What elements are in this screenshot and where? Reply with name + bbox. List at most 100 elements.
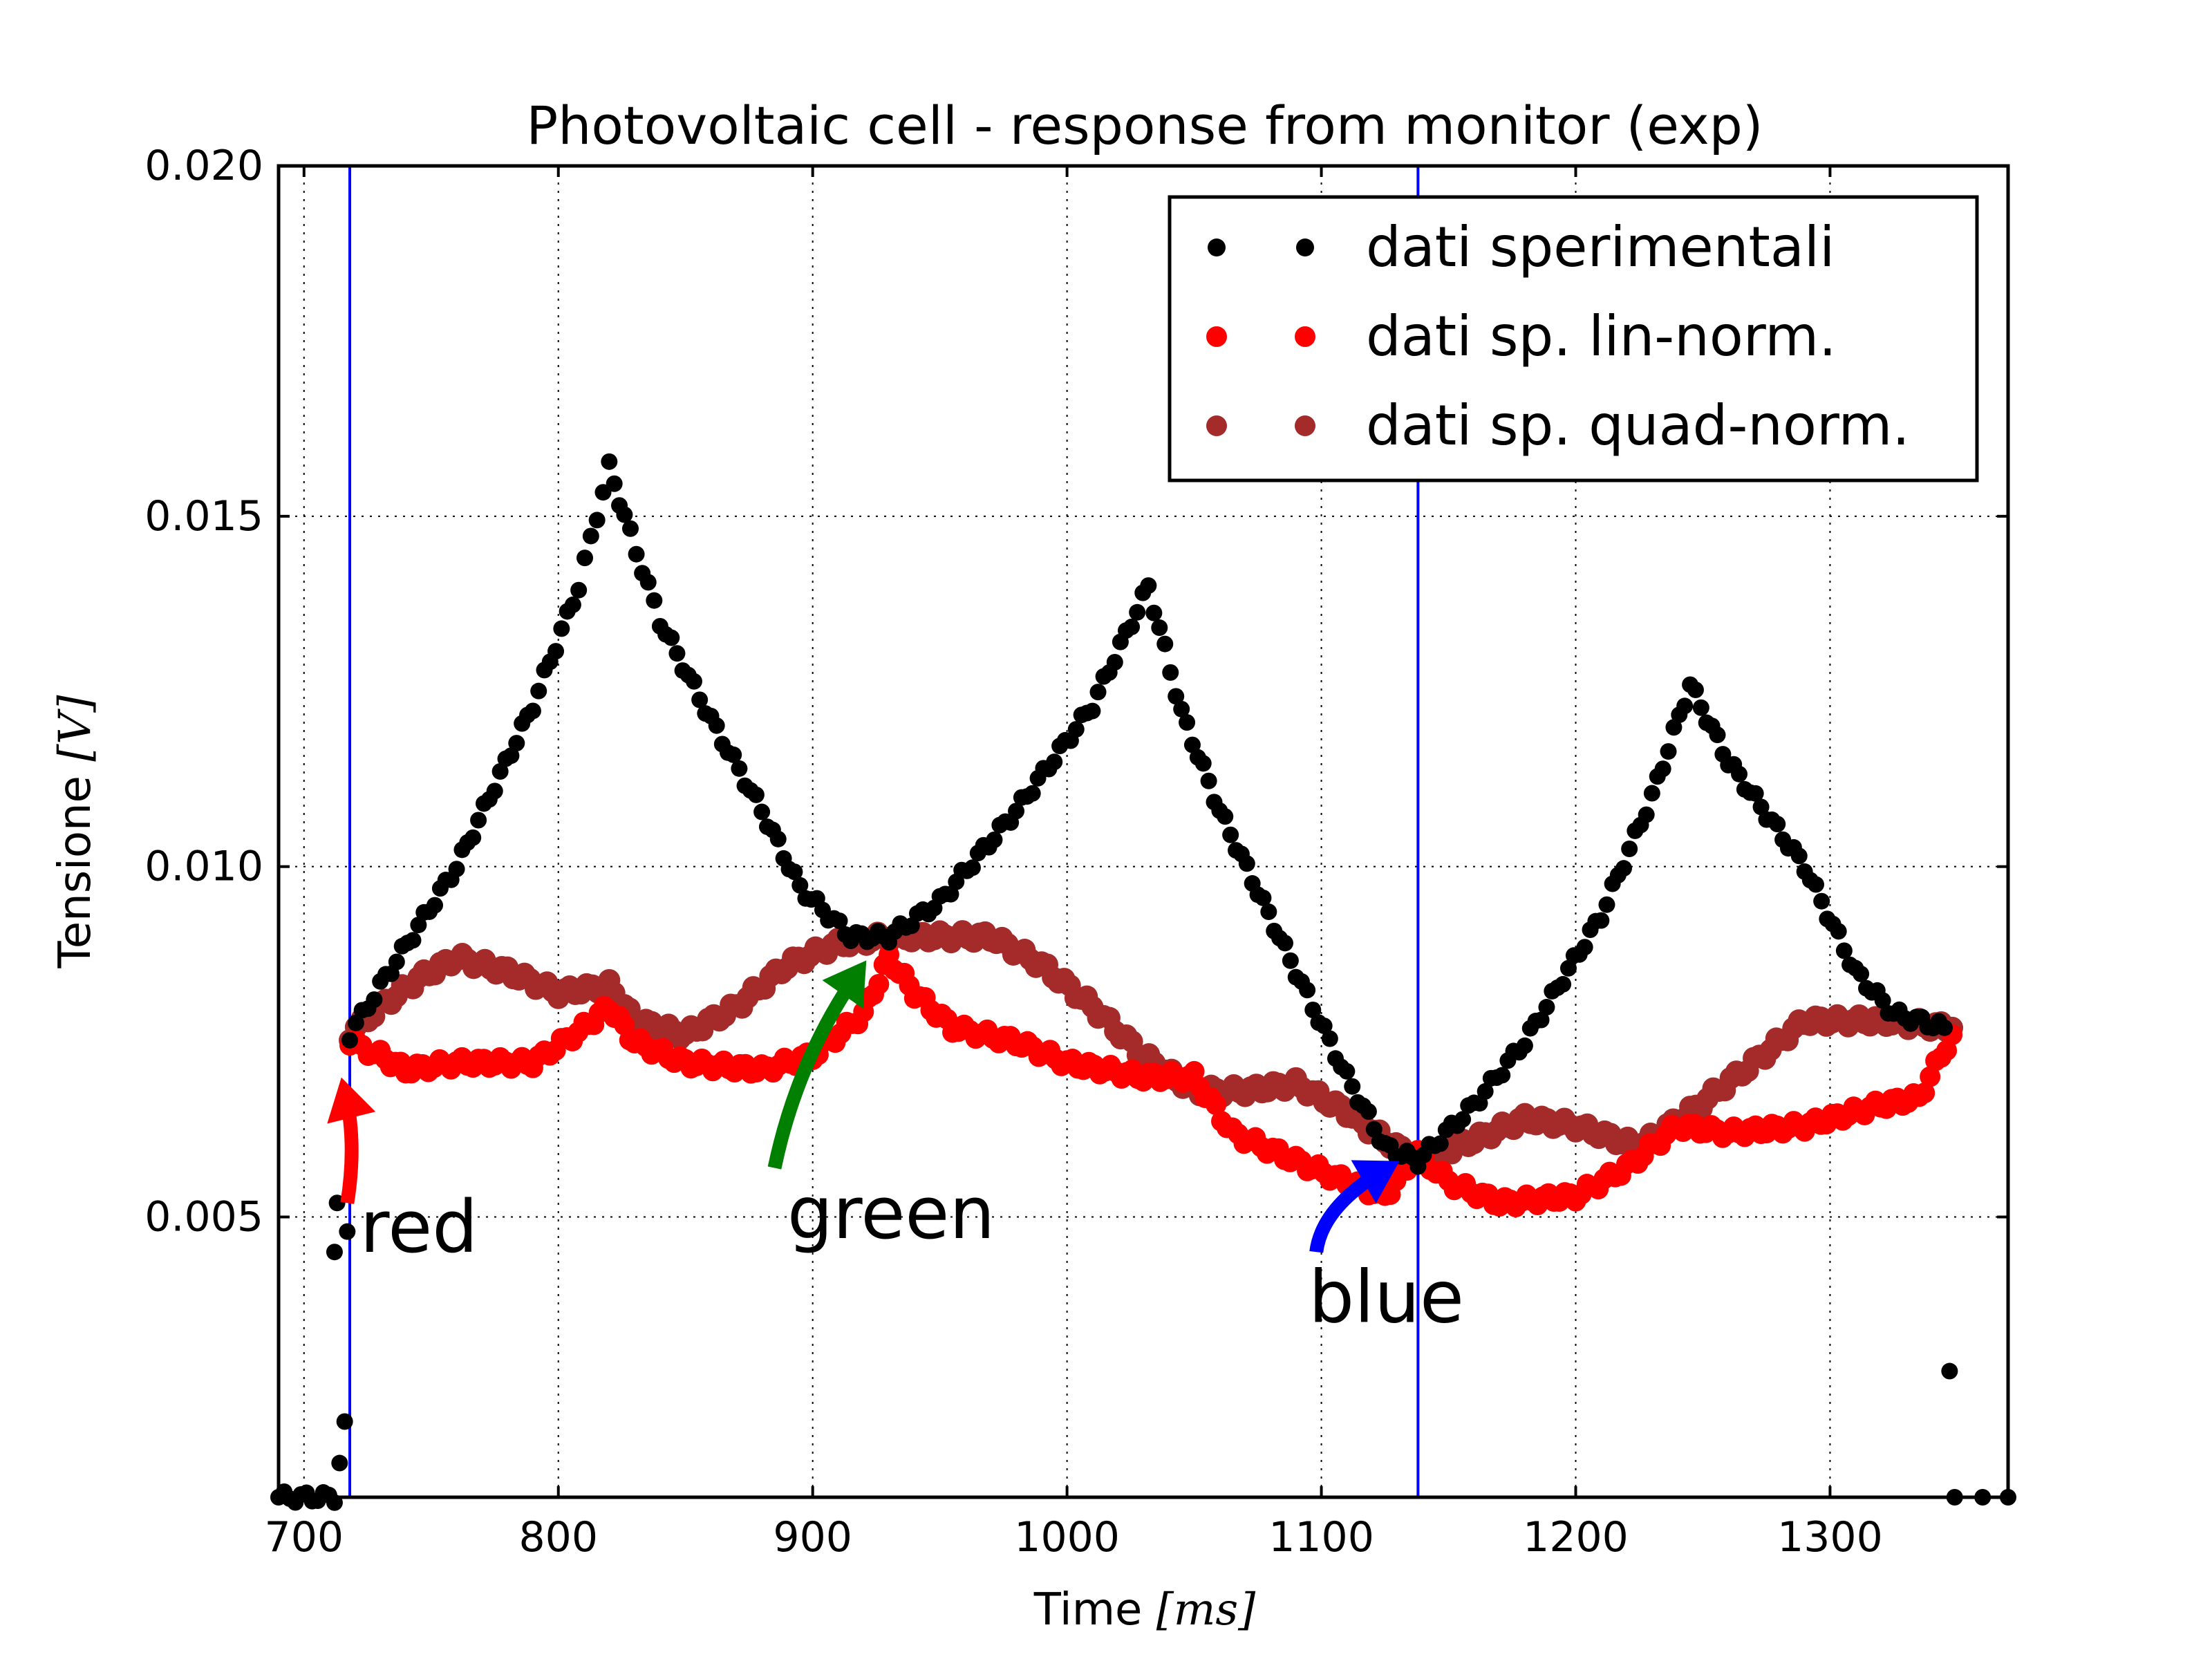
legend-marker bbox=[1295, 415, 1315, 436]
experimental-point bbox=[1598, 896, 1615, 913]
series-1 bbox=[339, 944, 1963, 1217]
y-axis-label-unit: [V] bbox=[50, 695, 101, 762]
ticks bbox=[279, 165, 2008, 1497]
experimental-point bbox=[786, 863, 803, 881]
experimental-point bbox=[1156, 635, 1174, 653]
experimental-point bbox=[1936, 1019, 1953, 1036]
y-tick-label: 0.020 bbox=[144, 142, 263, 190]
experimental-point bbox=[1559, 959, 1577, 977]
experimental-point bbox=[1494, 1067, 1511, 1084]
experimental-point bbox=[1067, 721, 1085, 738]
experimental-point bbox=[508, 735, 525, 752]
legend-label: dati sp. lin-norm. bbox=[1366, 304, 1837, 368]
y-tick-label: 0.005 bbox=[144, 1193, 263, 1241]
experimental-point bbox=[1089, 684, 1107, 701]
experimental-point bbox=[570, 581, 588, 599]
experimental-point bbox=[1533, 1011, 1550, 1029]
annotation-arrow-head bbox=[1351, 1160, 1400, 1203]
experimental-point bbox=[621, 520, 639, 537]
experimental-point bbox=[1752, 798, 1770, 816]
experimental-point bbox=[1516, 1037, 1533, 1054]
y-axis-label: Tensione [V] bbox=[50, 695, 101, 969]
experimental-point bbox=[1162, 664, 1179, 681]
experimental-point bbox=[530, 682, 547, 700]
experimental-point bbox=[708, 717, 725, 734]
experimental-point bbox=[1621, 841, 1638, 858]
experimental-point bbox=[1129, 603, 1146, 621]
experimental-point bbox=[1046, 753, 1063, 771]
x-tick-labels: 700 800 900 1000 1100 1200 1300 bbox=[265, 1513, 1883, 1562]
experimental-point bbox=[1238, 855, 1255, 872]
legend-entry-quad-norm: dati sp. quad-norm. bbox=[1206, 393, 1910, 458]
experimental-point bbox=[1790, 847, 1808, 865]
experimental-point bbox=[336, 1413, 353, 1430]
legend-marker bbox=[1296, 238, 1314, 256]
annotation-arrow-head bbox=[822, 960, 867, 1009]
experimental-point bbox=[1654, 760, 1671, 778]
experimental-point bbox=[1084, 702, 1101, 720]
experimental-point bbox=[503, 747, 520, 765]
x-tick-label: 1200 bbox=[1523, 1513, 1629, 1562]
experimental-point bbox=[1941, 1362, 1958, 1380]
experimental-point bbox=[388, 953, 405, 971]
experimental-point bbox=[1709, 727, 1726, 744]
experimental-point bbox=[1338, 1062, 1356, 1080]
experimental-point bbox=[341, 1031, 359, 1049]
experimental-point bbox=[448, 861, 465, 878]
experimental-point bbox=[1255, 889, 1272, 906]
experimental-point bbox=[410, 917, 427, 934]
experimental-point bbox=[1576, 939, 1593, 956]
experimental-point bbox=[1260, 903, 1277, 921]
experimental-point bbox=[339, 1223, 356, 1240]
experimental-point bbox=[1676, 697, 1694, 715]
experimental-point bbox=[1151, 619, 1168, 637]
experimental-point bbox=[668, 645, 686, 662]
experimental-point bbox=[1432, 1135, 1449, 1152]
annotation-label: red bbox=[360, 1185, 478, 1269]
x-tick-label: 1000 bbox=[1014, 1513, 1120, 1562]
experimental-point bbox=[588, 512, 606, 529]
experimental-point bbox=[1638, 806, 1655, 823]
legend-marker bbox=[1206, 326, 1227, 347]
x-tick-label: 900 bbox=[773, 1513, 852, 1562]
experimental-point bbox=[1555, 975, 1572, 993]
experimental-point bbox=[1835, 942, 1853, 959]
x-tick-label: 800 bbox=[518, 1513, 598, 1562]
experimental-point bbox=[1200, 772, 1217, 789]
experimental-point bbox=[663, 629, 680, 646]
y-tick-label: 0.010 bbox=[144, 843, 263, 891]
experimental-point bbox=[646, 592, 663, 609]
experimental-point bbox=[1123, 618, 1141, 635]
experimental-point bbox=[1853, 965, 1870, 982]
experimental-point bbox=[691, 691, 709, 709]
experimental-point bbox=[1299, 982, 1316, 999]
experimental-point bbox=[986, 831, 1003, 848]
experimental-point bbox=[685, 673, 702, 690]
chart-title: Photovoltaic cell - response from monito… bbox=[526, 95, 1763, 156]
experimental-point bbox=[1660, 743, 1677, 760]
experimental-point bbox=[524, 702, 541, 720]
experimental-point bbox=[601, 453, 618, 470]
experimental-point bbox=[1183, 736, 1201, 753]
annotation-arrow-shaft bbox=[767, 968, 865, 1170]
experimental-point bbox=[1830, 923, 1847, 940]
annotation-label: blue bbox=[1309, 1255, 1464, 1340]
lin-norm-point bbox=[1914, 1082, 1936, 1104]
legend-label: dati sperimentali bbox=[1366, 215, 1835, 279]
x-tick-label: 700 bbox=[265, 1513, 344, 1562]
experimental-point bbox=[1173, 700, 1190, 718]
lin-norm-point bbox=[1936, 1040, 1958, 1061]
series-0 bbox=[270, 453, 2016, 1511]
experimental-point bbox=[465, 829, 482, 846]
experimental-point bbox=[628, 545, 645, 563]
experimental-point bbox=[1731, 765, 1748, 782]
annotations: red green blue bbox=[327, 960, 1464, 1340]
experimental-point bbox=[1168, 688, 1185, 705]
experimental-point bbox=[1106, 654, 1123, 671]
experimental-point bbox=[791, 877, 809, 894]
experimental-point bbox=[1140, 577, 1157, 594]
legend-marker bbox=[1295, 326, 1315, 347]
y-tick-labels: 0.005 0.010 0.015 0.020 bbox=[144, 142, 263, 1241]
lin-norm-point bbox=[868, 973, 890, 995]
experimental-point bbox=[1194, 755, 1212, 772]
